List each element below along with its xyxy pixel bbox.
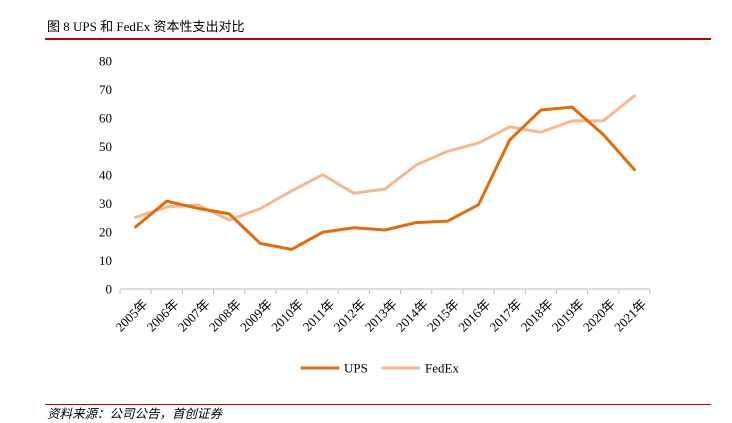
y-tick-label: 30 xyxy=(99,196,112,211)
x-tick-label: 2016年 xyxy=(455,296,493,334)
source-note: 资料来源：公司公告，首创证券 xyxy=(47,407,223,421)
x-tick-label: 2008年 xyxy=(206,296,244,334)
x-tick-label: 2018年 xyxy=(518,296,556,334)
y-tick-label: 0 xyxy=(106,282,113,297)
x-tick-label: 2005年 xyxy=(112,296,150,334)
x-tick-label: 2006年 xyxy=(143,296,181,334)
series-line-fedex xyxy=(134,94,636,222)
x-tick-label: 2020年 xyxy=(580,296,618,334)
y-tick-label: 70 xyxy=(99,82,112,97)
x-tick-label: 2011年 xyxy=(300,296,338,334)
y-tick-label: 40 xyxy=(99,168,112,183)
x-tick-label: 2009年 xyxy=(237,296,275,334)
source-rule xyxy=(45,404,711,405)
chart-axes: 0 10 20 30 40 50 60 70 80 2005年2006年2007年2008年200… xyxy=(99,54,651,334)
x-tick-label: 2010年 xyxy=(268,296,306,334)
chart-series xyxy=(134,94,636,251)
y-tick-label: 80 xyxy=(99,54,112,69)
x-tick-label: 2007年 xyxy=(175,296,213,334)
y-tick-label: 10 xyxy=(99,253,112,268)
legend-label-ups: UPS xyxy=(344,361,368,376)
x-tick-label: 2015年 xyxy=(424,296,462,334)
y-tick-label: 20 xyxy=(99,225,112,240)
x-tick-label: 2012年 xyxy=(331,296,369,334)
series-line-ups xyxy=(134,105,636,251)
x-tick-label: 2017年 xyxy=(486,296,524,334)
x-tick-label: 2021年 xyxy=(611,296,649,334)
figure-title: 图 8 UPS 和 FedEx 资本性支出对比 xyxy=(47,19,245,34)
chart-legend: UPS FedEx xyxy=(300,361,459,376)
y-tick-label: 60 xyxy=(99,111,112,126)
legend-label-fedex: FedEx xyxy=(425,361,459,376)
title-rule xyxy=(45,38,711,40)
y-tick-label: 50 xyxy=(99,139,112,154)
x-tick-label: 2014年 xyxy=(393,296,431,334)
x-tick-label: 2019年 xyxy=(549,296,587,334)
x-tick-label: 2013年 xyxy=(362,296,400,334)
